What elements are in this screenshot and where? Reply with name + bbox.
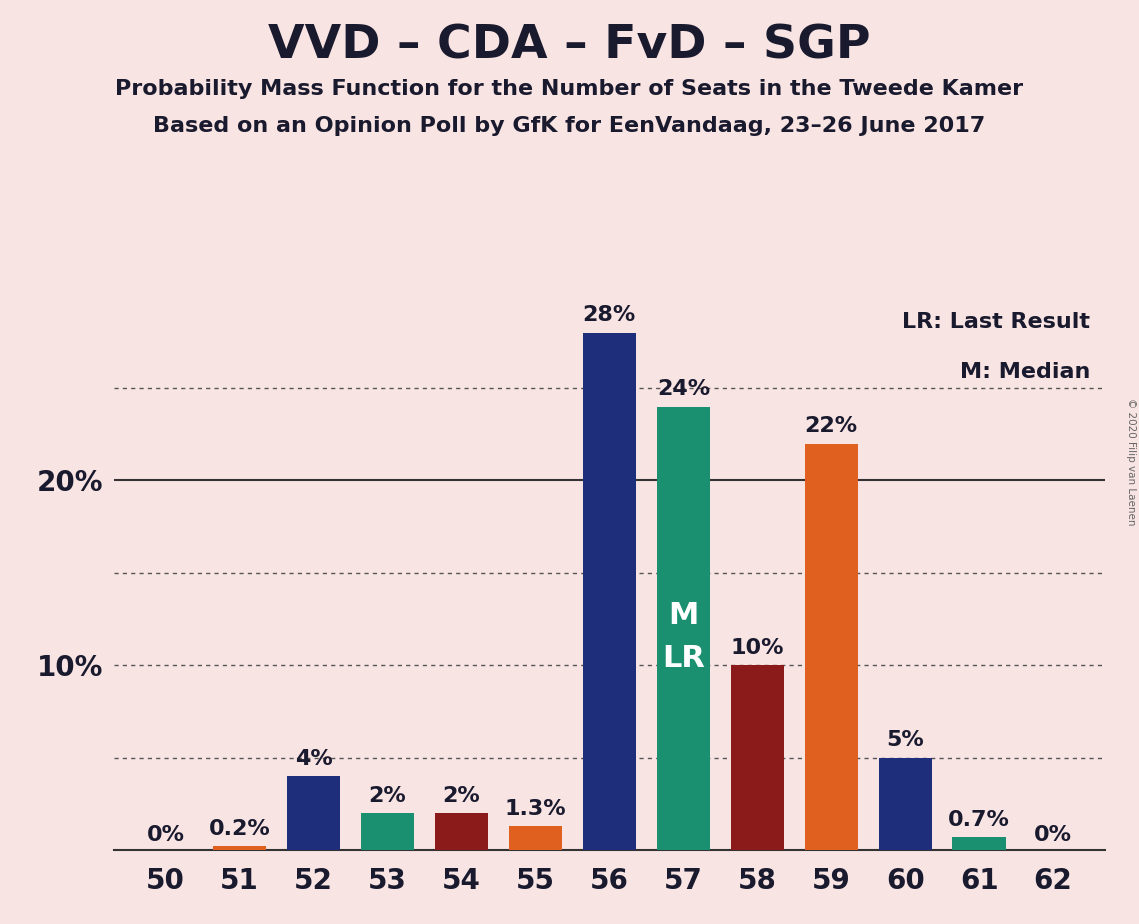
Bar	[213, 846, 267, 850]
Text: VVD – CDA – FvD – SGP: VVD – CDA – FvD – SGP	[268, 23, 871, 68]
Text: 2%: 2%	[369, 785, 407, 806]
Text: 5%: 5%	[886, 730, 924, 750]
Text: 0.7%: 0.7%	[948, 809, 1010, 830]
Text: 24%: 24%	[657, 379, 710, 399]
Text: 0%: 0%	[147, 824, 185, 845]
Text: 0%: 0%	[1034, 824, 1072, 845]
Bar	[287, 776, 341, 850]
Text: M: Median: M: Median	[959, 362, 1090, 383]
Text: 0.2%: 0.2%	[208, 819, 270, 839]
Bar	[435, 813, 489, 850]
Text: M
LR: M LR	[662, 602, 705, 673]
Text: 28%: 28%	[583, 305, 636, 325]
Bar	[952, 837, 1006, 850]
Bar	[583, 333, 636, 850]
Text: 10%: 10%	[730, 638, 784, 658]
Text: LR: Last Result: LR: Last Result	[902, 312, 1090, 333]
Bar	[509, 826, 562, 850]
Bar	[804, 444, 858, 850]
Bar	[878, 758, 932, 850]
Text: 2%: 2%	[443, 785, 481, 806]
Text: Probability Mass Function for the Number of Seats in the Tweede Kamer: Probability Mass Function for the Number…	[115, 79, 1024, 99]
Bar	[361, 813, 415, 850]
Text: Based on an Opinion Poll by GfK for EenVandaag, 23–26 June 2017: Based on an Opinion Poll by GfK for EenV…	[154, 116, 985, 136]
Text: 4%: 4%	[295, 748, 333, 769]
Bar	[657, 407, 710, 850]
Bar	[730, 665, 784, 850]
Text: © 2020 Filip van Laenen: © 2020 Filip van Laenen	[1126, 398, 1136, 526]
Text: 22%: 22%	[804, 416, 858, 436]
Text: 1.3%: 1.3%	[505, 798, 566, 819]
